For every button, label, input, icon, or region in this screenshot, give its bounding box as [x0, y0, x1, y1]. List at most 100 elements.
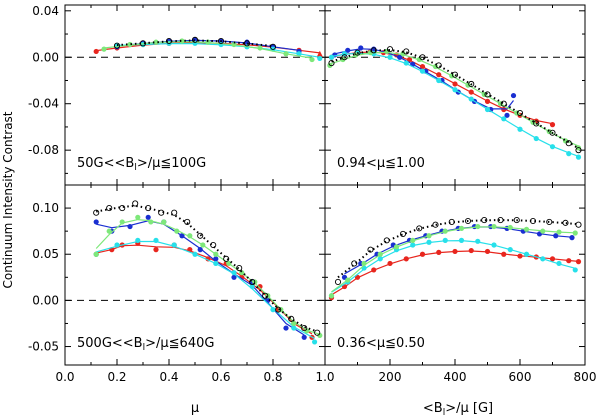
- point-green: [101, 46, 107, 52]
- point-black: [529, 217, 537, 225]
- point-black: [575, 147, 582, 154]
- point-cyan: [491, 242, 497, 248]
- panel-label: 500G<<Bl>/μ≦640G: [77, 336, 214, 353]
- point-green: [465, 82, 471, 88]
- y-tick-label: 0.05: [32, 247, 59, 261]
- x-tick-label: 0.8: [263, 370, 282, 384]
- panel-label-a: 0.94<μ≦1.00: [337, 156, 425, 171]
- point-black: [464, 217, 472, 225]
- point-red: [387, 260, 393, 267]
- point-green: [475, 223, 481, 230]
- point-green: [393, 244, 400, 250]
- x-axis-label-field-a: <B: [423, 401, 443, 416]
- point-green: [231, 41, 237, 48]
- x-tick-label: 600: [509, 370, 532, 384]
- point-green: [283, 51, 289, 57]
- point-green: [309, 56, 315, 63]
- series-fit-green: [329, 51, 579, 147]
- point-black: [565, 140, 572, 147]
- point-green: [106, 228, 112, 234]
- point-green: [432, 63, 439, 70]
- series-fit-black: [96, 204, 318, 333]
- point-red: [436, 72, 442, 78]
- point-blue: [345, 47, 351, 53]
- x-axis-label-field-b: >/μ [G]: [445, 401, 493, 416]
- point-black: [575, 221, 582, 228]
- panel-label-a: 0.36<μ≦0.50: [337, 336, 425, 351]
- point-cyan: [114, 242, 120, 248]
- point-blue: [213, 256, 219, 262]
- point-cyan: [442, 237, 448, 243]
- point-black: [119, 205, 126, 212]
- point-red: [484, 248, 491, 255]
- point-green: [257, 45, 263, 51]
- point-blue: [283, 325, 289, 331]
- point-green: [572, 230, 578, 236]
- point-green: [442, 228, 448, 234]
- point-black: [497, 217, 504, 224]
- point-black: [386, 46, 394, 53]
- point-cyan: [575, 154, 582, 160]
- series-fit-green: [331, 226, 576, 293]
- panel-bottom-left: 500G<<Bl>/μ≦640G: [64, 184, 326, 366]
- series-fit-cyan: [116, 43, 320, 58]
- point-cyan: [468, 96, 474, 102]
- point-black: [516, 109, 524, 117]
- point-cyan: [377, 256, 383, 262]
- point-green: [449, 73, 455, 79]
- point-cyan: [566, 151, 572, 157]
- point-black: [533, 120, 540, 127]
- point-cyan: [410, 242, 416, 248]
- point-red: [93, 48, 99, 55]
- x-tick-label: 0.0: [55, 370, 74, 384]
- point-black: [367, 246, 374, 253]
- panel-label-b: >/μ≦100G: [137, 156, 206, 171]
- point-cyan: [312, 339, 318, 345]
- x-tick-label: 1.0: [315, 370, 334, 384]
- point-green: [556, 229, 562, 235]
- point-black: [370, 47, 377, 54]
- point-cyan: [213, 260, 219, 267]
- point-black: [435, 62, 442, 69]
- panel-label: 0.94<μ≦1.00: [337, 156, 425, 171]
- point-cyan: [556, 260, 562, 267]
- panel-label-a: 50G<<B: [77, 156, 134, 171]
- y-tick-label: 0.00: [32, 293, 59, 307]
- point-black: [165, 37, 173, 45]
- point-green: [507, 224, 513, 231]
- point-black: [468, 80, 475, 88]
- point-red: [549, 256, 556, 262]
- point-green: [161, 219, 167, 225]
- x-tick-label: 0.6: [211, 370, 230, 384]
- point-black: [334, 278, 342, 285]
- point-green: [523, 226, 530, 232]
- point-green: [213, 251, 219, 257]
- point-green: [328, 293, 335, 299]
- y-tick-label: -0.04: [28, 97, 59, 111]
- point-black: [546, 218, 553, 225]
- point-black: [113, 42, 121, 49]
- point-black: [275, 306, 282, 313]
- point-blue: [553, 233, 559, 239]
- point-green: [426, 233, 432, 239]
- panel-label-sub: l: [134, 163, 137, 173]
- panel-top-right: 0.94<μ≦1.00: [324, 4, 586, 186]
- point-black: [262, 292, 269, 299]
- point-black: [484, 91, 491, 98]
- point-red: [371, 267, 377, 273]
- point-red: [406, 56, 413, 63]
- point-black: [145, 205, 152, 212]
- point-cyan: [231, 270, 237, 276]
- x-axis-label-mu: μ: [191, 401, 199, 416]
- point-red: [468, 89, 474, 95]
- point-black: [106, 205, 113, 212]
- point-blue: [145, 214, 151, 220]
- panel-label-b: >/μ≦640G: [145, 336, 214, 351]
- point-cyan: [475, 238, 481, 244]
- point-cyan: [328, 54, 335, 60]
- panel-bottom-right: 0.36<μ≦0.50: [324, 184, 586, 366]
- point-black: [93, 209, 100, 216]
- point-cyan: [572, 267, 578, 273]
- point-cyan: [484, 106, 491, 113]
- point-cyan: [387, 54, 393, 60]
